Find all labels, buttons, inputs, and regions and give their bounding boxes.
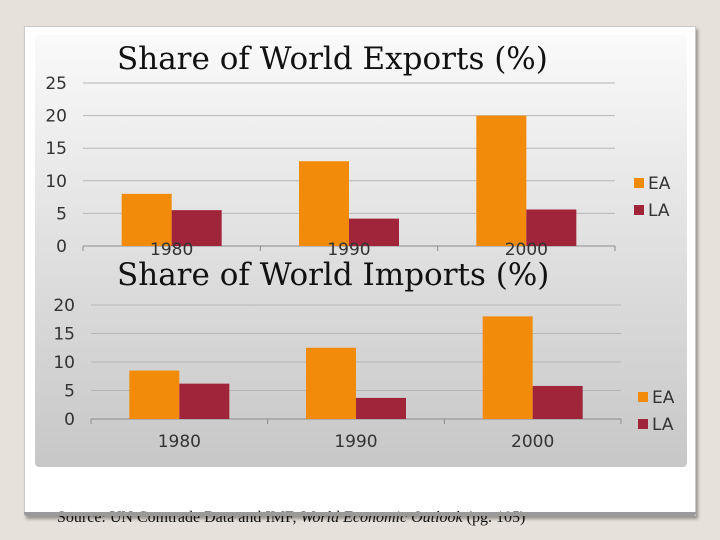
imports-bar-la-1980 — [179, 383, 230, 419]
exports-bar-ea-2000 — [476, 115, 527, 246]
exports-ytick-5: 5 — [56, 204, 67, 224]
exports-category-label-1990: 1990 — [327, 240, 370, 257]
exports-bar-ea-1980 — [121, 193, 172, 246]
exports-category-label-2000: 2000 — [505, 240, 548, 257]
exports-category-label-1980: 1980 — [150, 240, 193, 257]
exports-ytick-0: 0 — [56, 237, 67, 257]
imports-bar-ea-1980 — [129, 370, 180, 419]
slide-bottom-rule — [24, 512, 696, 516]
slide: Share of World Exports (%) 0 5 10 15 20 25 198… — [24, 26, 696, 526]
exports-legend-label-ea: EA — [648, 174, 671, 194]
imports-chart: 0 5 10 15 20 1980 1990 2000 EA LA — [53, 297, 675, 452]
exports-chart-title: Share of World Exports (%) — [117, 41, 548, 77]
imports-ytick-5: 5 — [64, 382, 75, 402]
exports-ytick-10: 10 — [45, 172, 67, 192]
imports-ytick-10: 10 — [53, 353, 75, 373]
imports-legend-label-la: LA — [652, 415, 674, 435]
imports-bar-ea-1990 — [306, 347, 356, 419]
imports-chart-title: Share of World Imports (%) — [117, 257, 550, 293]
imports-legend-swatch-ea — [638, 392, 648, 402]
imports-ytick-15: 15 — [53, 325, 75, 345]
imports-bar-ea-2000 — [482, 316, 533, 419]
exports-bar-la-1980 — [171, 210, 222, 246]
exports-chart: 0 5 10 15 20 25 1980 1990 2000 EA LA — [45, 75, 671, 257]
exports-bar-la-1990 — [349, 218, 399, 246]
exports-ytick-25: 25 — [45, 75, 67, 94]
imports-ytick-0: 0 — [64, 410, 75, 430]
imports-legend-label-ea: EA — [652, 388, 675, 408]
imports-category-label-1990: 1990 — [334, 432, 377, 452]
imports-ytick-20: 20 — [53, 297, 75, 316]
imports-bar-la-2000 — [532, 385, 583, 419]
exports-ytick-15: 15 — [45, 139, 67, 159]
exports-legend-swatch-ea — [634, 178, 644, 188]
exports-legend-label-la: LA — [648, 201, 670, 221]
exports-ytick-20: 20 — [45, 107, 67, 127]
imports-category-label-1980: 1980 — [158, 432, 201, 452]
charts-panel: Share of World Exports (%) 0 5 10 15 20 25 198… — [35, 35, 687, 467]
exports-legend-swatch-la — [634, 205, 644, 215]
imports-legend-swatch-la — [638, 419, 648, 429]
exports-bar-la-2000 — [526, 209, 577, 246]
exports-bar-ea-1990 — [299, 161, 349, 246]
imports-category-label-2000: 2000 — [511, 432, 554, 452]
imports-bar-la-1990 — [356, 397, 406, 419]
